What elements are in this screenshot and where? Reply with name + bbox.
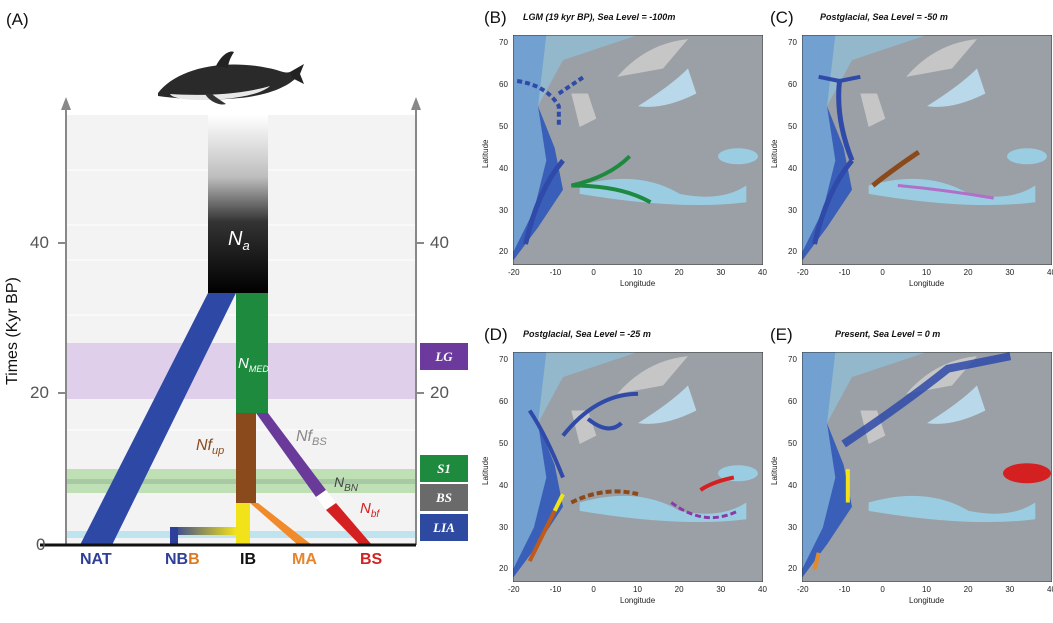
map-ytick: 40 <box>788 480 797 490</box>
map-panel-b <box>513 35 763 265</box>
map-xtick: 30 <box>716 585 726 594</box>
map-xlabel: Longitude <box>620 596 656 605</box>
map-ylabel: Latitude <box>770 456 779 485</box>
map-xtick: 30 <box>716 268 726 277</box>
map-xtick: -10 <box>549 268 562 277</box>
map-ylabel: Latitude <box>481 139 490 168</box>
map-xtick: 40 <box>758 268 767 277</box>
map-xtick: 10 <box>922 585 931 594</box>
map-ylabel: Latitude <box>481 456 490 485</box>
map-xtick: 40 <box>1047 268 1053 277</box>
label-na: Na <box>228 228 250 253</box>
label-nmed: NMED <box>238 355 269 374</box>
map-xtick: 40 <box>758 585 767 594</box>
map-ytick: 60 <box>499 80 508 90</box>
label-nbn: NBN <box>334 474 359 494</box>
map-xtick: -20 <box>508 268 520 277</box>
map-panel-e <box>802 352 1052 582</box>
panel-c-title: Postglacial, Sea Level = -50 m <box>820 12 948 22</box>
pop-ib: IB <box>240 551 256 568</box>
map-ytick: 60 <box>499 397 508 407</box>
right-tick-40: 40 <box>430 233 449 252</box>
panel-a-label: (A) <box>6 10 29 29</box>
label-nbf: Nbf <box>360 500 380 520</box>
map-xtick: -20 <box>797 585 809 594</box>
map-ytick: 20 <box>788 247 797 257</box>
map-xlabel: Longitude <box>620 279 656 288</box>
map-xtick: -20 <box>508 585 520 594</box>
map-xtick: -20 <box>797 268 809 277</box>
map-ytick: 50 <box>788 439 797 448</box>
panel-e-label: (E) <box>770 325 793 344</box>
map-ylabel: Latitude <box>770 139 779 168</box>
map-ytick: 20 <box>788 564 797 574</box>
map-xtick: 0 <box>880 268 885 277</box>
map-ytick: 70 <box>788 38 797 48</box>
map-xtick: 0 <box>591 585 596 594</box>
map-ytick: 40 <box>499 480 508 490</box>
map-xtick: 0 <box>591 268 596 277</box>
map-ytick: 50 <box>499 122 508 131</box>
y-tick-40: 40 <box>30 233 49 252</box>
map-ytick: 30 <box>499 205 508 215</box>
pop-nat: NAT <box>80 551 112 568</box>
right-tick-20: 20 <box>430 383 449 402</box>
map-ytick: 70 <box>788 355 797 365</box>
period-lg: LG <box>420 343 468 370</box>
map-xtick: 10 <box>922 268 931 277</box>
map-xlabel: Longitude <box>909 279 945 288</box>
panel-c-label: (C) <box>770 8 794 27</box>
map-panel-c <box>802 35 1052 265</box>
map-xtick: 10 <box>633 268 642 277</box>
map-ytick: 70 <box>499 38 508 48</box>
map-ytick: 60 <box>788 397 797 407</box>
map-xtick: 30 <box>1005 268 1015 277</box>
map-ytick: 50 <box>499 439 508 448</box>
map-xtick: 0 <box>880 585 885 594</box>
porpoise-illustration <box>158 51 304 105</box>
map-ytick: 60 <box>788 80 797 90</box>
panel-b-label: (B) <box>484 8 507 27</box>
map-xtick: 10 <box>633 585 642 594</box>
label-nfbs: NfBS <box>296 428 327 449</box>
panel-d-title: Postglacial, Sea Level = -25 m <box>523 329 651 339</box>
pop-nbb: NBB <box>165 551 200 568</box>
map-xtick: 30 <box>1005 585 1015 594</box>
pop-ma: MA <box>292 551 317 568</box>
map-xtick: 20 <box>674 268 684 277</box>
map-xtick: 20 <box>963 585 973 594</box>
map-ytick: 30 <box>499 522 508 532</box>
map-panel-d <box>513 352 763 582</box>
map-ytick: 30 <box>788 522 797 532</box>
map-ytick: 30 <box>788 205 797 215</box>
map-xtick: 20 <box>963 268 973 277</box>
map-ytick: 20 <box>499 247 508 257</box>
map-xtick: 40 <box>1047 585 1053 594</box>
period-s1: S1 <box>420 455 468 482</box>
map-xtick: -10 <box>838 585 851 594</box>
map-ytick: 40 <box>499 163 508 173</box>
map-xtick: -10 <box>549 585 562 594</box>
panel-e-title: Present, Sea Level = 0 m <box>835 329 941 339</box>
label-nfup: Nfup <box>196 437 225 458</box>
panel-d-label: (D) <box>484 325 508 344</box>
panel-b-title: LGM (19 kyr BP), Sea Level = -100m <box>523 12 676 22</box>
map-ytick: 20 <box>499 564 508 574</box>
period-bs: BS <box>420 484 468 511</box>
y-tick-20: 20 <box>30 383 49 402</box>
map-xtick: -10 <box>838 268 851 277</box>
map-ytick: 50 <box>788 122 797 131</box>
map-xlabel: Longitude <box>909 596 945 605</box>
panel-a-diagram <box>40 51 424 547</box>
map-ytick: 40 <box>788 163 797 173</box>
y-tick-0: 0 <box>36 535 46 554</box>
map-ytick: 70 <box>499 355 508 365</box>
map-xtick: 20 <box>674 585 684 594</box>
y-axis-title: Times (Kyr BP) <box>4 277 21 385</box>
pop-bs: BS <box>360 551 383 568</box>
period-lia: LIA <box>420 514 468 541</box>
